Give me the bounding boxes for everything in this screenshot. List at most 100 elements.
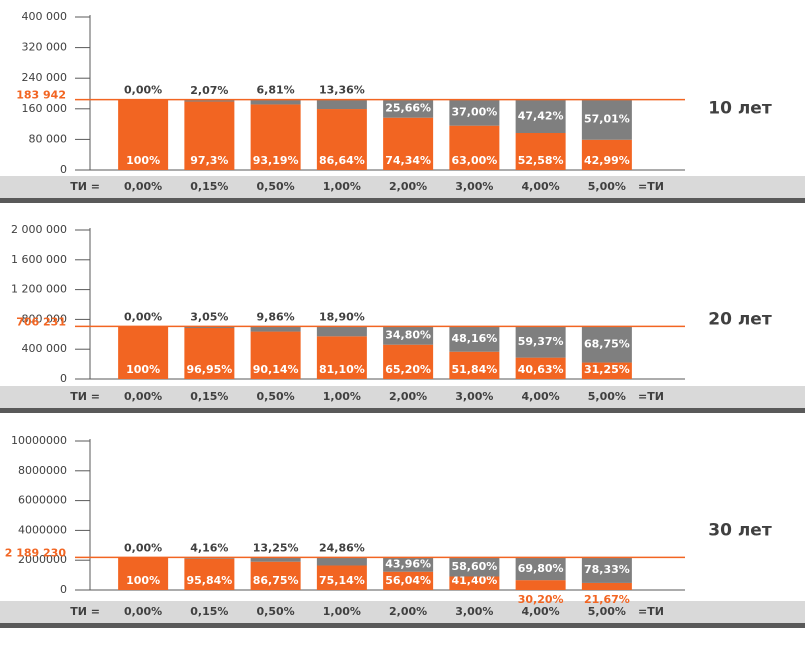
value-label: 3,05% <box>190 310 228 323</box>
y-tick-label: 160 000 <box>22 102 68 115</box>
bar-segment <box>449 576 500 590</box>
y-tick-label: 2000000 <box>18 553 67 566</box>
y-tick-label: 80 000 <box>29 132 68 145</box>
value-label: 90,14% <box>253 363 299 376</box>
y-tick-label: 1 600 000 <box>11 253 67 266</box>
value-label: 51,84% <box>451 363 497 376</box>
bar-segment <box>581 326 632 363</box>
bar-segment <box>383 117 434 170</box>
value-label: 25,66% <box>385 102 431 115</box>
x-strip <box>0 601 805 623</box>
reference-label: 2 189 230 <box>5 546 67 559</box>
bar-segment <box>250 99 301 105</box>
value-label: 13,36% <box>319 84 365 97</box>
value-label: 40,63% <box>518 363 564 376</box>
bar-segment <box>581 139 632 170</box>
bar-segment <box>383 326 434 345</box>
value-label: 18,90% <box>319 310 365 323</box>
y-tick-label: 6000000 <box>18 494 67 507</box>
value-label: 21,67% <box>584 593 630 606</box>
value-label: 41,40% <box>451 574 497 587</box>
bar-segment <box>316 326 367 337</box>
value-label: 100% <box>126 574 160 587</box>
x-tick-label: 0,50% <box>257 180 295 193</box>
bar-segment <box>449 125 500 170</box>
x-tick-label: 2,00% <box>389 605 427 618</box>
bar-segment <box>250 331 301 379</box>
x-prefix: ТИ = <box>70 390 100 403</box>
bar-segment <box>316 336 367 379</box>
x-tick-label: 0,00% <box>124 390 162 403</box>
value-label: 0,00% <box>124 310 162 323</box>
reference-label: 183 942 <box>16 89 66 102</box>
x-tick-label: 0,15% <box>190 180 228 193</box>
bar-segment <box>118 557 169 590</box>
bar-segment <box>316 109 367 170</box>
value-label: 34,80% <box>385 329 431 342</box>
y-tick-label: 1 200 000 <box>11 283 67 296</box>
bar-segment <box>383 557 434 572</box>
value-label: 95,84% <box>186 574 232 587</box>
x-tick-label: 4,00% <box>522 605 560 618</box>
x-tick-label: 1,00% <box>323 605 361 618</box>
value-label: 81,10% <box>319 363 365 376</box>
value-label: 75,14% <box>319 574 365 587</box>
bar-segment <box>316 99 367 110</box>
y-tick-label: 800 000 <box>22 312 68 325</box>
bar-segment <box>184 327 235 379</box>
bar-segment <box>118 99 169 170</box>
bar-segment <box>184 326 235 328</box>
bar-segment <box>581 362 632 379</box>
value-label: 78,33% <box>584 563 630 576</box>
value-label: 74,34% <box>385 154 431 167</box>
value-label: 31,25% <box>584 363 630 376</box>
x-tick-label: 5,00% <box>588 605 626 618</box>
value-label: 43,96% <box>385 558 431 571</box>
bar-segment <box>515 326 566 358</box>
value-label: 13,25% <box>253 541 299 554</box>
y-tick-label: 0 <box>60 372 67 385</box>
value-label: 56,04% <box>385 574 431 587</box>
value-label: 24,86% <box>319 541 365 554</box>
x-prefix: ТИ = <box>70 180 100 193</box>
x-suffix: =ТИ <box>638 390 664 403</box>
value-label: 6,81% <box>257 84 295 97</box>
bar-segment <box>383 344 434 379</box>
x-tick-label: 4,00% <box>522 180 560 193</box>
value-label: 57,01% <box>584 113 630 126</box>
bar-segment <box>581 582 632 590</box>
value-label: 86,64% <box>319 154 365 167</box>
x-tick-label: 1,00% <box>323 180 361 193</box>
x-tick-label: 2,00% <box>389 180 427 193</box>
value-label: 65,20% <box>385 363 431 376</box>
x-tick-label: 1,00% <box>323 390 361 403</box>
value-label: 0,00% <box>124 541 162 554</box>
value-label: 100% <box>126 154 160 167</box>
bar-segment <box>515 133 566 170</box>
value-label: 97,3% <box>190 154 228 167</box>
value-label: 93,19% <box>253 154 299 167</box>
value-label: 69,80% <box>518 562 564 575</box>
value-label: 48,16% <box>451 332 497 345</box>
y-tick-label: 0 <box>60 163 67 176</box>
bar-segment <box>184 101 235 170</box>
reference-label: 706 231 <box>16 315 66 328</box>
value-label: 59,37% <box>518 335 564 348</box>
bar-segment <box>515 557 566 581</box>
y-tick-label: 4000000 <box>18 523 67 536</box>
x-strip-border <box>0 198 805 203</box>
x-tick-label: 0,00% <box>124 605 162 618</box>
bar-segment <box>515 357 566 379</box>
y-tick-label: 400 000 <box>22 342 68 355</box>
bar-segment <box>184 558 235 590</box>
x-tick-label: 3,00% <box>455 180 493 193</box>
value-label: 63,00% <box>451 154 497 167</box>
y-tick-label: 8000000 <box>18 464 67 477</box>
y-tick-label: 400 000 <box>22 10 68 23</box>
x-tick-label: 0,00% <box>124 180 162 193</box>
x-suffix: =ТИ <box>638 605 664 618</box>
bar-segment <box>581 99 632 140</box>
bar-segment <box>449 557 500 577</box>
value-label: 4,16% <box>190 541 228 554</box>
